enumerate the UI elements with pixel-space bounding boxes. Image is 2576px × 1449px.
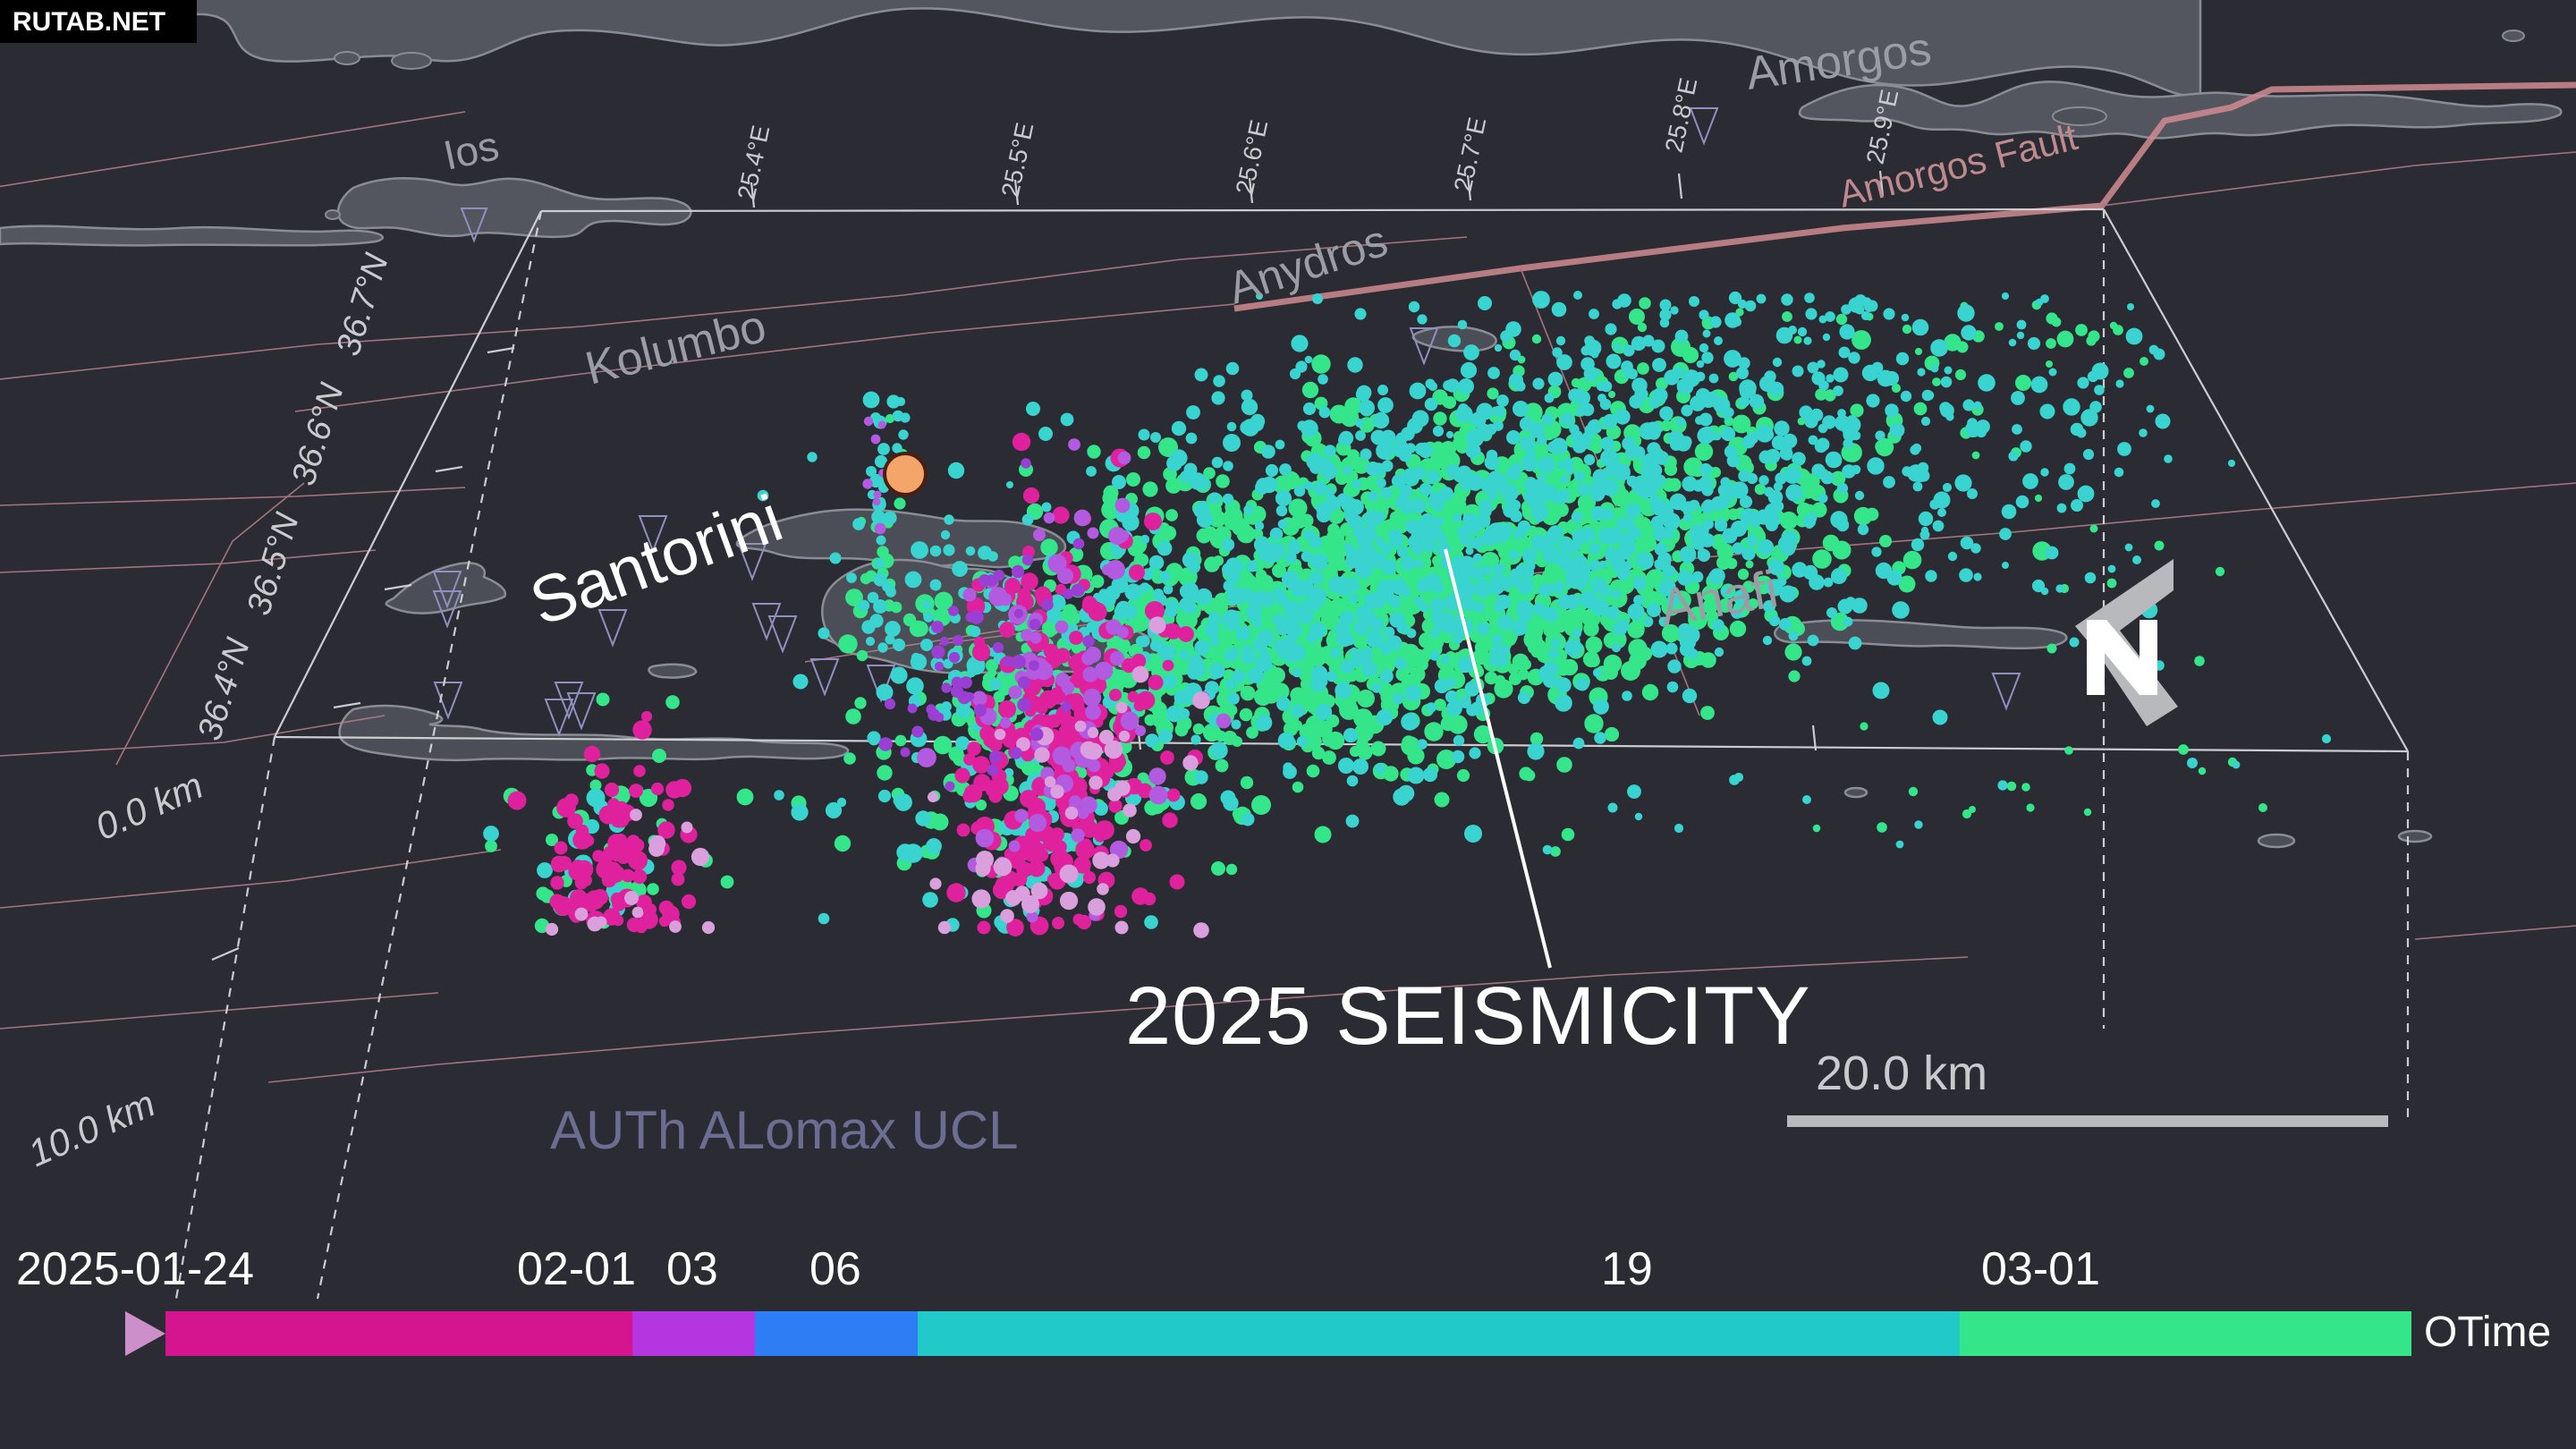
svg-text:AUTh ALomax UCL: AUTh ALomax UCL (550, 1100, 1019, 1160)
svg-text:2025 SEISMICITY: 2025 SEISMICITY (1125, 970, 1811, 1062)
svg-text:03: 03 (666, 1243, 718, 1295)
svg-text:03-01: 03-01 (1981, 1243, 2100, 1295)
svg-text:RUTAB.NET: RUTAB.NET (13, 7, 165, 37)
svg-text:19: 19 (1601, 1243, 1653, 1295)
svg-text:02-01: 02-01 (517, 1243, 636, 1295)
svg-text:06: 06 (809, 1243, 861, 1295)
svg-text:20.0 km: 20.0 km (1816, 1046, 1987, 1100)
svg-text:OTime: OTime (2424, 1309, 2551, 1356)
svg-text:2025-01-24: 2025-01-24 (16, 1243, 254, 1295)
